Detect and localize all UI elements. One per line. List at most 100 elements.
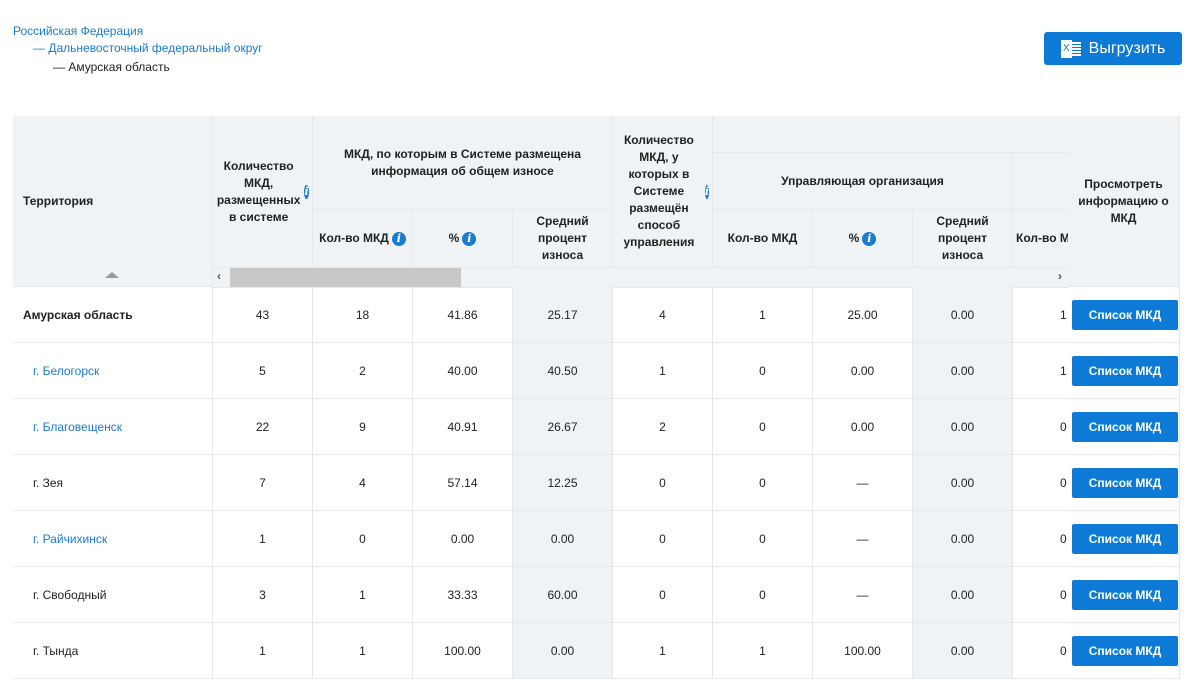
header-wear-group: МКД, по которым в Системе размещена инфо… <box>313 116 613 210</box>
list-mkd-button[interactable]: Список МКД <box>1072 300 1178 330</box>
list-mkd-button[interactable]: Список МКД <box>1072 580 1178 610</box>
row-value: 12.25 <box>513 455 613 511</box>
row-value-text: 0 <box>659 587 666 602</box>
row-territory[interactable]: г. Райчихинск <box>13 511 213 567</box>
row-action <box>1068 343 1180 399</box>
subheader-kolvo: Кол-во МКД i <box>313 210 413 268</box>
row-value: 0.00 <box>413 511 513 567</box>
list-mkd-button[interactable]: Список МКД <box>1072 356 1178 386</box>
list-mkd-button[interactable]: Список МКД <box>1072 524 1178 554</box>
row-value-text: 100.00 <box>844 643 881 658</box>
row-value: 0 <box>713 511 813 567</box>
row-value: 1 <box>313 623 413 679</box>
row-value-text: 0.00 <box>950 475 975 490</box>
row-value-text: 5 <box>259 363 266 378</box>
subheader-pct: % i <box>413 210 513 268</box>
row-value: 40.00 <box>413 343 513 399</box>
row-value: 100.00 <box>413 623 513 679</box>
row-value-text: 0.00 <box>950 587 975 602</box>
breadcrumb-far-east[interactable]: — Дальневосточный федеральный округ <box>33 41 263 55</box>
header-count: Количество МКД, размещенных в системе i <box>213 116 313 268</box>
header-view: Просмотреть информацию о МКД <box>1068 116 1180 287</box>
row-value: 1 <box>713 623 813 679</box>
header-territory: Территория <box>13 116 213 287</box>
row-value: 2 <box>313 343 413 399</box>
row-value: 33.33 <box>413 567 513 623</box>
row-value: 0.00 <box>913 623 1013 679</box>
row-value-text: 2 <box>359 363 366 378</box>
row-value: 5 <box>213 343 313 399</box>
header-count-mgmt-text: Количество МКД, у которых в Системе разм… <box>623 133 695 249</box>
row-value-text: 4 <box>659 307 666 322</box>
row-value: 1 <box>1013 343 1068 399</box>
row-value-text: 0 <box>1060 643 1067 658</box>
row-territory-text: г. Тында <box>33 643 79 658</box>
info-icon[interactable]: i <box>391 231 406 246</box>
row-action <box>1068 399 1180 455</box>
row-value: 43 <box>213 287 313 343</box>
row-territory[interactable]: г. Белогорск <box>13 343 213 399</box>
row-value-text: 0 <box>1060 419 1067 434</box>
row-value-text: 1 <box>259 531 266 546</box>
horizontal-scrollbar[interactable]: ‹ › <box>213 268 1068 288</box>
row-territory: г. Свободный <box>13 567 213 623</box>
info-icon[interactable]: i <box>862 231 877 246</box>
row-value-text: 60.00 <box>547 587 578 602</box>
row-territory-text: г. Зея <box>33 475 63 490</box>
row-value-text: 1 <box>359 643 366 658</box>
row-value-text: 0 <box>659 531 666 546</box>
sort-asc-icon[interactable] <box>105 272 119 278</box>
row-value-text: 0.00 <box>850 363 875 378</box>
row-territory[interactable]: г. Благовещенск <box>13 399 213 455</box>
row-territory-text: г. Белогорск <box>33 363 100 378</box>
info-icon[interactable]: i <box>462 231 477 246</box>
row-value: 0.00 <box>513 511 613 567</box>
list-mkd-button[interactable]: Список МКД <box>1072 468 1178 498</box>
row-value-text: 0 <box>759 587 766 602</box>
header-territory-text: Территория <box>23 193 94 208</box>
export-button[interactable]: X Выгрузить <box>1044 32 1182 65</box>
row-value-text: 0 <box>1060 475 1067 490</box>
scroll-area[interactable]: Количество МКД, размещенных в системе i МК… <box>213 116 1068 686</box>
scrollbar-thumb[interactable] <box>230 268 461 287</box>
row-value: 0.00 <box>913 567 1013 623</box>
row-value: 100.00 <box>813 623 913 679</box>
subheader-pct-text: % <box>448 231 460 245</box>
row-territory-text: г. Благовещенск <box>33 419 122 434</box>
list-mkd-button[interactable]: Список МКД <box>1072 412 1178 442</box>
row-value: 0 <box>613 511 713 567</box>
row-value-text: 41.86 <box>447 307 478 322</box>
row-value: 4 <box>613 287 713 343</box>
row-value-text: 0 <box>659 475 666 490</box>
row-value: 0 <box>1013 623 1068 679</box>
row-value: 25.17 <box>513 287 613 343</box>
row-value: 1 <box>713 287 813 343</box>
subheader-kolvo_partial: Кол-во МКД <box>1013 210 1068 268</box>
row-value-text: 12.25 <box>547 475 578 490</box>
row-value-text: 25.00 <box>847 307 878 322</box>
row-value-text: 25.17 <box>547 307 578 322</box>
breadcrumb-russia[interactable]: Российская Федерация <box>13 24 144 38</box>
row-value-text: 100.00 <box>444 643 481 658</box>
scroll-left-icon[interactable]: ‹ <box>217 269 221 283</box>
row-value: 0.00 <box>913 399 1013 455</box>
row-value: 0.00 <box>913 511 1013 567</box>
row-territory-text: г. Свободный <box>33 587 107 602</box>
row-value: 7 <box>213 455 313 511</box>
header-mgmt-org-text: Управляющая организация <box>781 173 944 188</box>
row-value-text: 26.67 <box>547 419 578 434</box>
row-territory: г. Зея <box>13 455 213 511</box>
row-value-text: 4 <box>359 475 366 490</box>
info-icon[interactable]: i <box>304 184 309 199</box>
list-mkd-button[interactable]: Список МКД <box>1072 636 1178 666</box>
row-value-text: 57.14 <box>447 475 478 490</box>
scroll-right-icon[interactable]: › <box>1058 269 1062 283</box>
row-value-text: 40.91 <box>447 419 478 434</box>
subheader-avg-text: Средний процент износа <box>936 214 989 262</box>
row-value-text: 33.33 <box>447 587 478 602</box>
info-icon[interactable]: i <box>704 184 709 199</box>
row-value: 1 <box>213 623 313 679</box>
row-territory-text: Амурская область <box>23 307 133 322</box>
row-value-text: 0.00 <box>950 531 975 546</box>
excel-icon: X <box>1060 39 1081 59</box>
